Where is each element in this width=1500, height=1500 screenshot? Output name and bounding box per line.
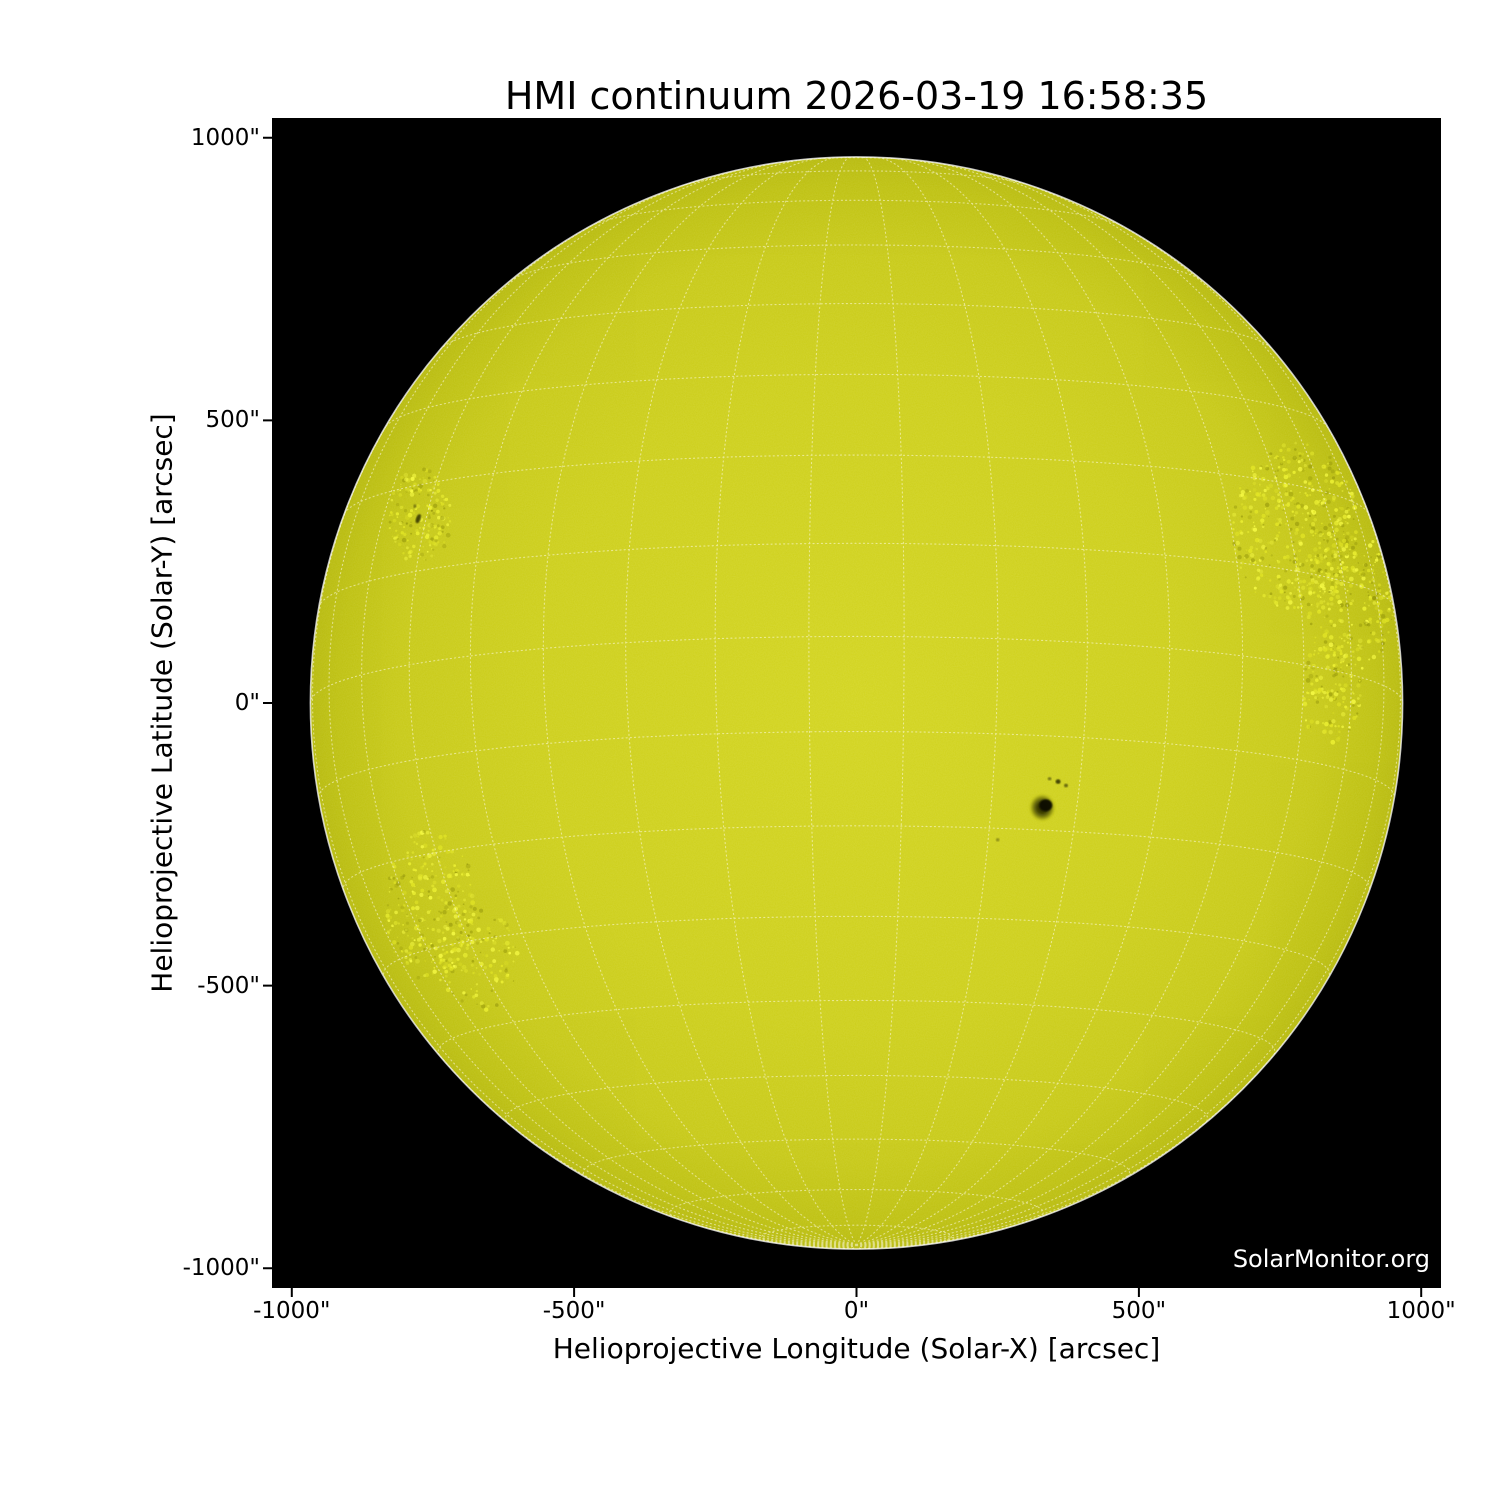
- x-axis-label: Helioprojective Longitude (Solar-X) [arc…: [552, 1332, 1161, 1365]
- x-tick-label: 1000": [1386, 1298, 1456, 1324]
- pore: [1055, 779, 1061, 784]
- photosphere-grain-dark: [310, 156, 1403, 1250]
- heliographic-grid: [310, 156, 1403, 1250]
- y-tick-label: 0": [234, 690, 260, 716]
- y-tick-label: 500": [205, 407, 260, 434]
- x-tick-label: 0": [843, 1298, 870, 1324]
- pore: [1047, 777, 1052, 781]
- pore: [995, 838, 1000, 842]
- limb-rim: [309, 156, 1404, 1250]
- axis-ticks: [263, 136, 1423, 1297]
- plot-title: HMI continuum 2026-03-19 16:58:35: [504, 74, 1209, 118]
- pore: [413, 504, 417, 509]
- y-tick-label: -1000": [182, 1255, 260, 1282]
- watermark: SolarMonitor.org: [1232, 1245, 1430, 1273]
- y-tick-label: 1000": [190, 124, 260, 151]
- pore: [1064, 783, 1068, 788]
- x-tick-label: 500": [1111, 1298, 1167, 1324]
- x-tick-label: -500": [542, 1298, 606, 1324]
- sunspot-group: [413, 504, 1068, 842]
- x-tick-label: -1000": [253, 1298, 331, 1324]
- y-tick-label: -500": [197, 972, 260, 999]
- pore: [415, 514, 422, 524]
- sunspot-umbra: [1039, 799, 1053, 812]
